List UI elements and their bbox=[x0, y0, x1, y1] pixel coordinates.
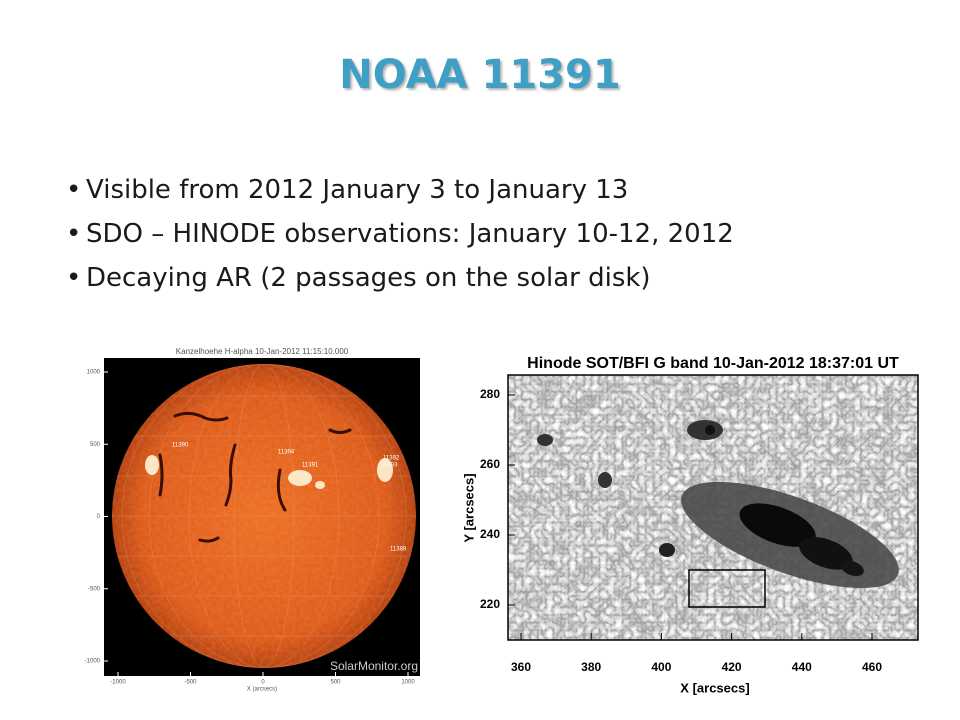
slide-title: NOAA 11391 bbox=[339, 52, 621, 98]
y-tick-label: 280 bbox=[480, 387, 500, 401]
bullet-list: Visible from 2012 January 3 to January 1… bbox=[66, 168, 734, 300]
x-tick-label: -1000 bbox=[110, 680, 126, 686]
x-tick-label: 360 bbox=[511, 660, 531, 674]
sun-disk bbox=[112, 364, 416, 668]
left-image-title: Kanzelhoehe H-alpha 10-Jan-2012 11:15:10… bbox=[176, 347, 349, 356]
y-tick-label: 220 bbox=[480, 597, 500, 611]
y-tick-label: 500 bbox=[90, 442, 101, 448]
right-plot-frame bbox=[507, 374, 919, 641]
x-tick-label: 420 bbox=[722, 660, 742, 674]
x-tick-label: 500 bbox=[330, 680, 341, 686]
bullet: SDO – HINODE observations: January 10-12… bbox=[66, 212, 734, 256]
granulation-image bbox=[508, 375, 918, 640]
region-label: 11393 bbox=[381, 463, 398, 469]
region-label: 11389 bbox=[390, 547, 407, 553]
x-tick-label: 0 bbox=[261, 680, 265, 686]
region-labels: 11390 11394 11391 11392 11393 11389 bbox=[172, 443, 407, 553]
y-tick-label: -500 bbox=[88, 586, 101, 592]
y-tick-label: 260 bbox=[480, 457, 500, 471]
x-tick-label: 1000 bbox=[401, 680, 415, 686]
region-box bbox=[688, 569, 766, 608]
y-tick-label: 1000 bbox=[87, 370, 101, 376]
x-tick-label: 380 bbox=[581, 660, 601, 674]
left-x-label: X (arcsecs) bbox=[247, 687, 277, 693]
x-tick-label: 460 bbox=[862, 660, 882, 674]
region-label: 11392 bbox=[383, 456, 400, 462]
right-x-label: X [arcsecs] bbox=[680, 680, 749, 695]
y-tick-label: 240 bbox=[480, 527, 500, 541]
x-tick-label: 400 bbox=[651, 660, 671, 674]
region-label: 11391 bbox=[302, 463, 319, 469]
right-image-title: Hinode SOT/BFI G band 10-Jan-2012 18:37:… bbox=[527, 355, 899, 372]
x-tick-label: -500 bbox=[184, 680, 197, 686]
bullet: Visible from 2012 January 3 to January 1… bbox=[66, 168, 734, 212]
x-tick-label: 440 bbox=[792, 660, 812, 674]
bullet: Decaying AR (2 passages on the solar dis… bbox=[66, 256, 734, 300]
right-y-label: Y [arcsecs] bbox=[461, 473, 476, 542]
y-tick-label: 0 bbox=[97, 514, 101, 520]
credit: SolarMonitor.org bbox=[330, 659, 418, 673]
region-label: 11390 bbox=[172, 443, 189, 449]
region-label: 11394 bbox=[278, 450, 295, 456]
y-tick-label: -1000 bbox=[85, 659, 101, 665]
